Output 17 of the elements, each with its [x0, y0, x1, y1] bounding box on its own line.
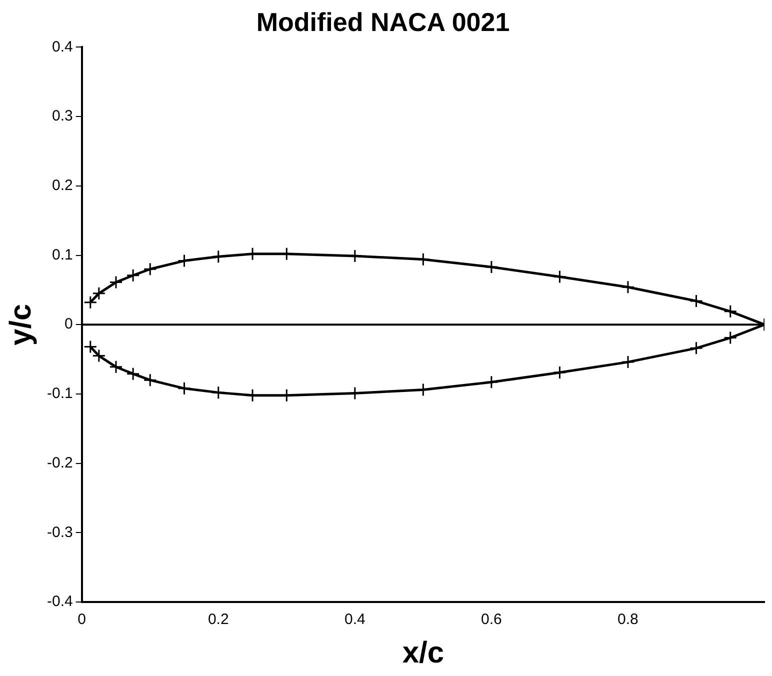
y-tick-label: 0.1 — [52, 246, 73, 264]
x-tick-label: 0.4 — [344, 611, 366, 628]
y-tick-label: -0.3 — [46, 524, 73, 541]
y-tick-label: -0.4 — [46, 593, 73, 610]
y-tick-label: 0.4 — [52, 38, 73, 56]
x-tick-label: 0 — [78, 611, 86, 628]
x-axis-title: x/c — [402, 636, 444, 670]
y-tick-label: -0.1 — [46, 385, 73, 402]
x-tick-label: 0.8 — [618, 611, 638, 628]
x-tick-label: 0.2 — [208, 611, 229, 628]
y-tick-label: 0.3 — [52, 108, 73, 125]
y-axis-title: y/c — [4, 304, 38, 346]
y-tick-label: 0 — [64, 316, 73, 333]
y-tick-label: -0.2 — [46, 454, 73, 472]
y-tick-label: 0.2 — [52, 177, 73, 194]
chart-title: Modified NACA 0021 — [256, 6, 510, 37]
x-tick-label: 0.6 — [481, 611, 502, 628]
